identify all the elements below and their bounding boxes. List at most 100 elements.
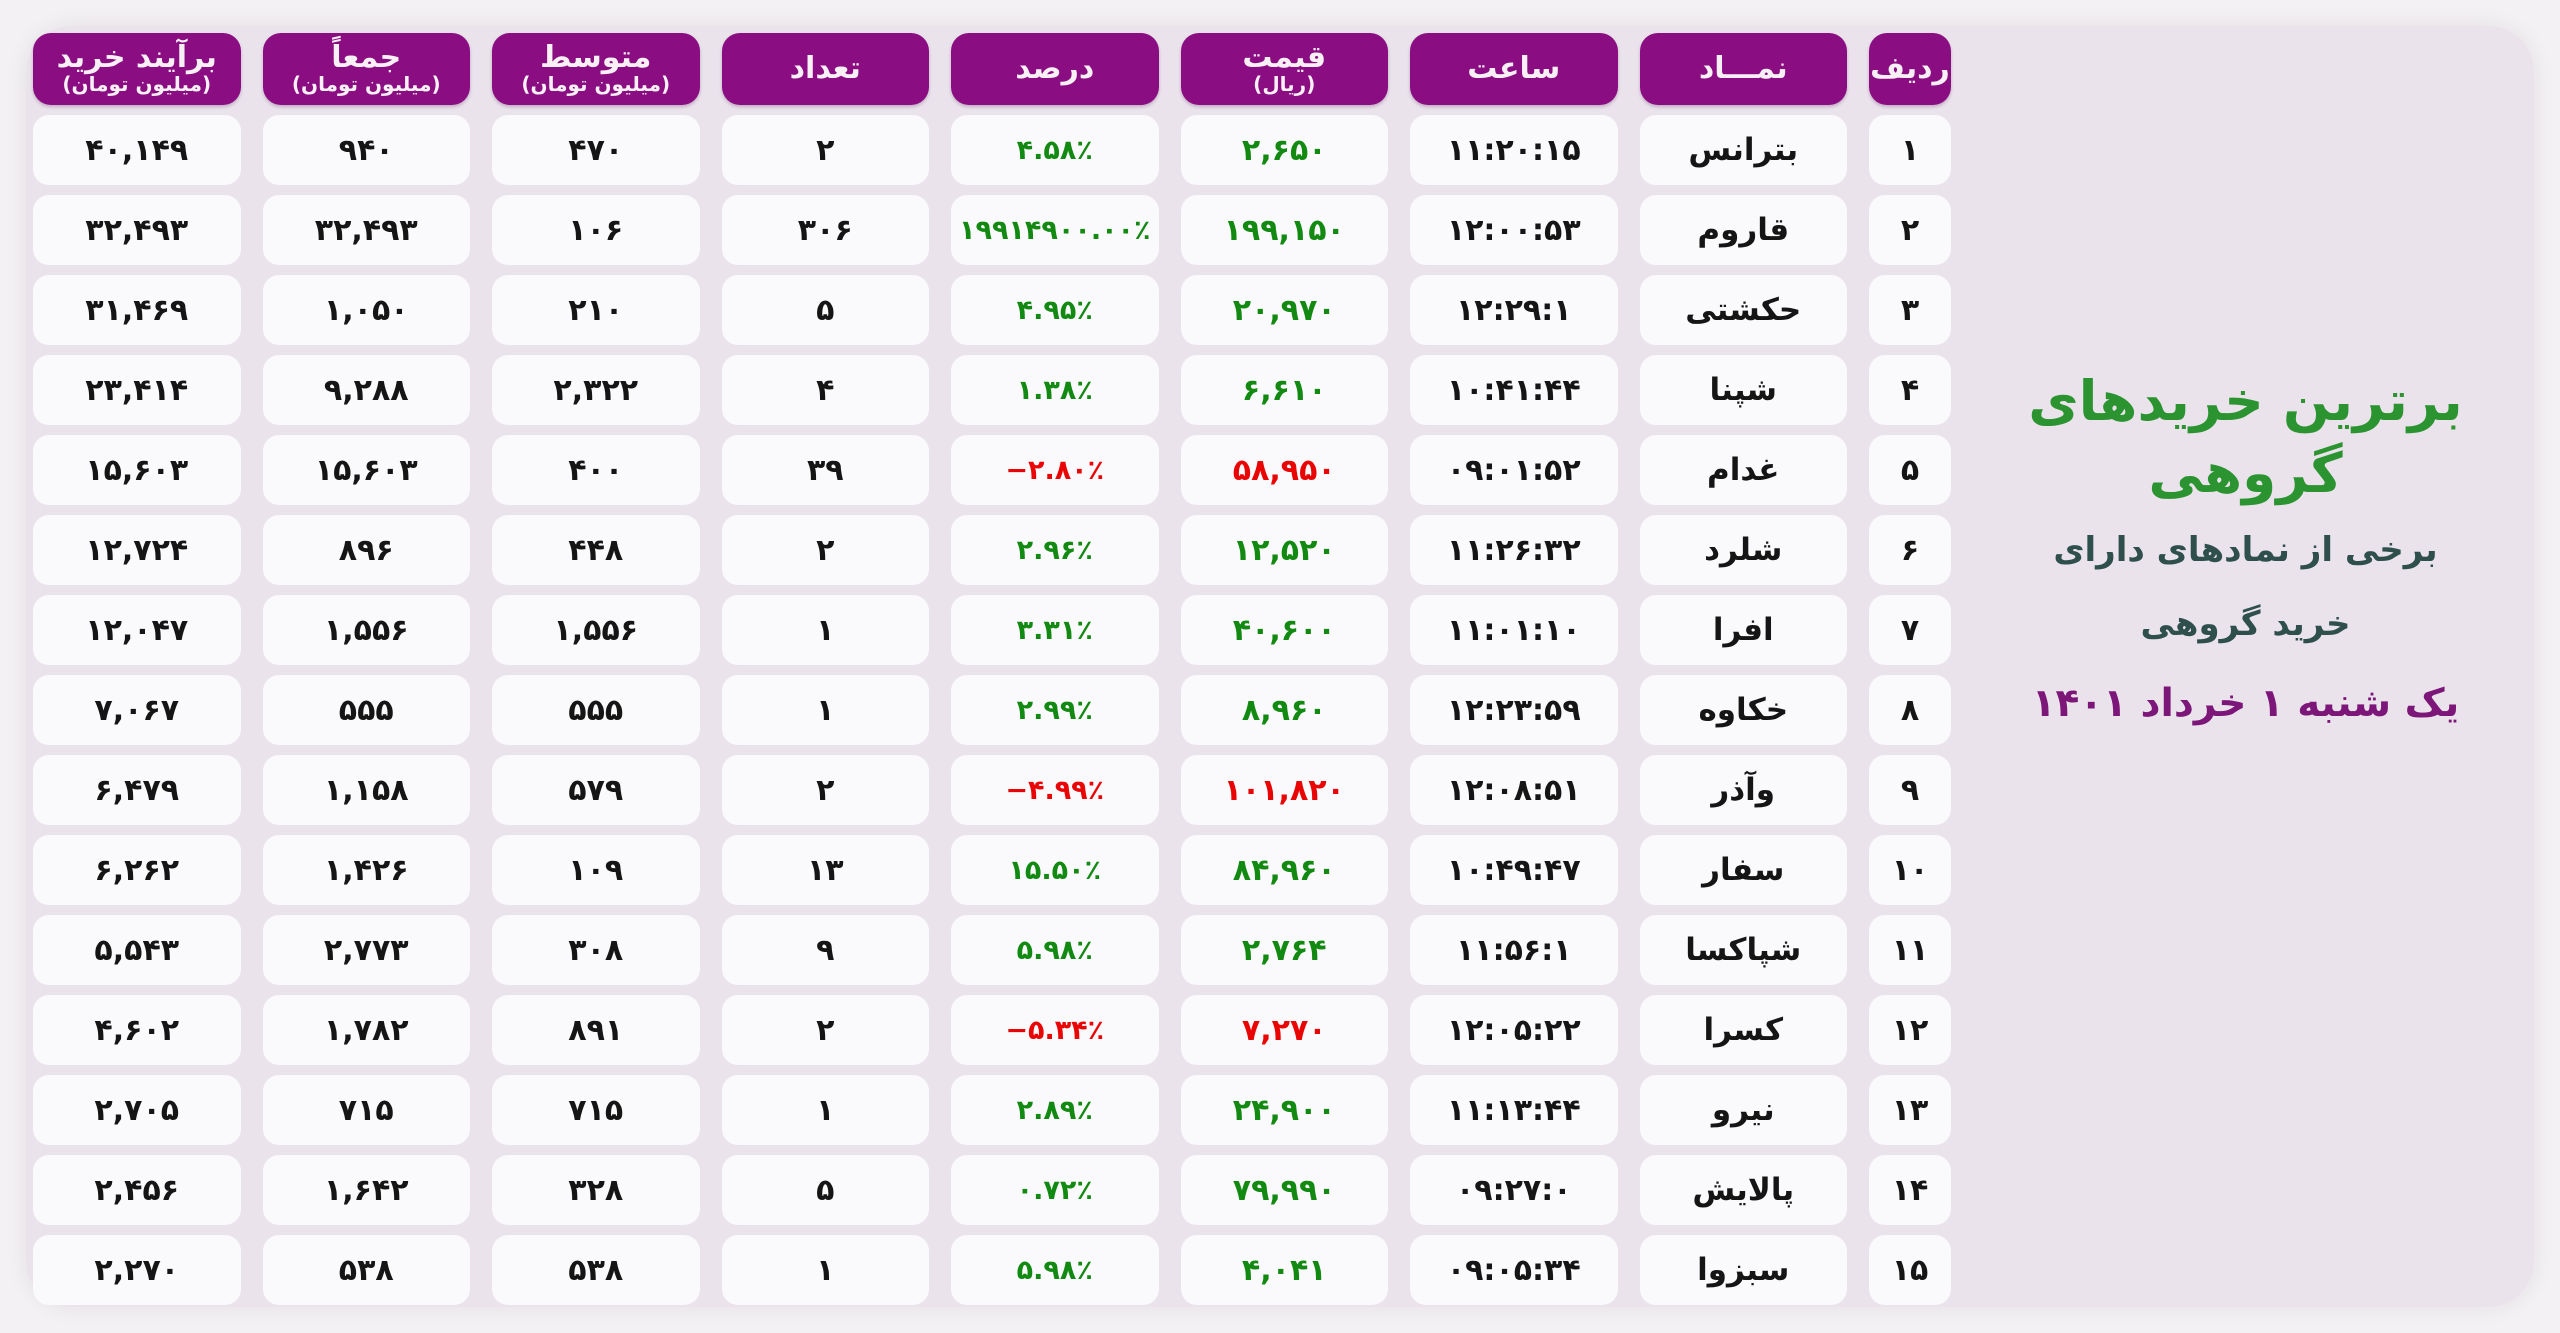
average-cell: ۱,۵۵۶ [492, 595, 700, 665]
symbol-cell: نیرو [1639, 1075, 1847, 1145]
row-index-cell: ۶ [1869, 515, 1951, 585]
net-buy-cell: ۴,۶۰۲ [33, 995, 241, 1065]
time-cell: ۱۰:۴۹:۴۷ [1410, 835, 1618, 905]
count-cell: ۲ [721, 115, 929, 185]
row-index-cell: ۳ [1869, 275, 1951, 345]
average-cell: ۵۷۹ [492, 755, 700, 825]
row-index-cell: ۱۲ [1869, 995, 1951, 1065]
price-cell: ۵۸,۹۵۰ [1180, 435, 1388, 505]
count-cell: ۹ [721, 915, 929, 985]
percent-cell: ۴.۵۸٪ [951, 115, 1159, 185]
time-cell: ۰۹:۰۵:۳۴ [1410, 1235, 1618, 1305]
header-label: نمـــاد [1698, 50, 1788, 86]
symbol-cell: شپنا [1639, 355, 1847, 425]
total-cell: ۱,۶۴۲ [262, 1155, 470, 1225]
total-cell: ۹۴۰ [262, 115, 470, 185]
symbol-cell: شلرد [1639, 515, 1847, 585]
count-cell: ۱ [721, 1075, 929, 1145]
average-cell: ۱۰۹ [492, 835, 700, 905]
row-index-cell: ۵ [1869, 435, 1951, 505]
percent-cell: ۴.۹۵٪ [951, 275, 1159, 345]
average-cell: ۳۲۸ [492, 1155, 700, 1225]
header-average: متوسط (میلیون تومان) [492, 33, 700, 105]
count-cell: ۲ [721, 995, 929, 1065]
average-cell: ۵۳۸ [492, 1235, 700, 1305]
percent-cell: ۱۹۹۱۴۹۰۰.۰۰٪ [951, 195, 1159, 265]
price-cell: ۲۴,۹۰۰ [1180, 1075, 1388, 1145]
average-cell: ۲,۳۲۲ [492, 355, 700, 425]
symbol-cell: قاروم [1639, 195, 1847, 265]
symbol-cell: کسرا [1639, 995, 1847, 1065]
header-net-buy: برآیند خرید (میلیون تومان) [33, 33, 241, 105]
percent-cell: −۲.۸۰٪ [951, 435, 1159, 505]
time-cell: ۱۱:۲۰:۱۵ [1410, 115, 1618, 185]
total-cell: ۵۵۵ [262, 675, 470, 745]
count-cell: ۱ [721, 1235, 929, 1305]
net-buy-cell: ۲۳,۴۱۴ [33, 355, 241, 425]
row-index-cell: ۹ [1869, 755, 1951, 825]
header-time: ساعت [1410, 33, 1618, 105]
row-index-cell: ۱۳ [1869, 1075, 1951, 1145]
buys-table: ردیف نمـــاد ساعت قیمت (ریال) درصد تعداد [33, 33, 1951, 1305]
header-percent: درصد [951, 33, 1159, 105]
header-label: درصد [1015, 50, 1095, 86]
price-cell: ۱۰۱,۸۲۰ [1180, 755, 1388, 825]
page-subtitle-line1: برخی از نمادهای دارای [2053, 530, 2438, 570]
header-sublabel: (ریال) [1253, 72, 1316, 97]
percent-cell: ۵.۹۸٪ [951, 915, 1159, 985]
time-cell: ۱۱:۲۶:۳۲ [1410, 515, 1618, 585]
row-index-cell: ۸ [1869, 675, 1951, 745]
symbol-cell: بترانس [1639, 115, 1847, 185]
count-cell: ۵ [721, 1155, 929, 1225]
percent-cell: ۲.۸۹٪ [951, 1075, 1159, 1145]
count-cell: ۳۹ [721, 435, 929, 505]
symbol-cell: سفار [1639, 835, 1847, 905]
page-title: برترین خریدهای گروهی [2028, 369, 2463, 505]
time-cell: ۱۲:۰۰:۵۳ [1410, 195, 1618, 265]
total-cell: ۵۳۸ [262, 1235, 470, 1305]
time-cell: ۱۲:۰۸:۵۱ [1410, 755, 1618, 825]
row-index-cell: ۱۴ [1869, 1155, 1951, 1225]
time-cell: ۱۱:۵۶:۱ [1410, 915, 1618, 985]
percent-cell: ۰.۷۲٪ [951, 1155, 1159, 1225]
net-buy-cell: ۱۵,۶۰۳ [33, 435, 241, 505]
price-cell: ۱۹۹,۱۵۰ [1180, 195, 1388, 265]
row-index-cell: ۱ [1869, 115, 1951, 185]
header-label: برآیند خرید [56, 40, 217, 75]
time-cell: ۱۲:۰۵:۲۲ [1410, 995, 1618, 1065]
row-index-cell: ۷ [1869, 595, 1951, 665]
percent-cell: −۴.۹۹٪ [951, 755, 1159, 825]
header-label: جمعاً [331, 40, 402, 75]
count-cell: ۳۰۶ [721, 195, 929, 265]
time-cell: ۰۹:۰۱:۵۲ [1410, 435, 1618, 505]
net-buy-cell: ۳۲,۴۹۳ [33, 195, 241, 265]
price-cell: ۸۴,۹۶۰ [1180, 835, 1388, 905]
infographic-panel: ردیف نمـــاد ساعت قیمت (ریال) درصد تعداد [26, 26, 2534, 1307]
price-cell: ۴۰,۶۰۰ [1180, 595, 1388, 665]
header-sublabel: (میلیون تومان) [291, 72, 441, 97]
header-label: ردیف [1870, 50, 1950, 86]
time-cell: ۱۲:۲۹:۱ [1410, 275, 1618, 345]
total-cell: ۱,۰۵۰ [262, 275, 470, 345]
time-cell: ۱۱:۰۱:۱۰ [1410, 595, 1618, 665]
header-row-index: ردیف [1869, 33, 1951, 105]
count-cell: ۵ [721, 275, 929, 345]
percent-cell: ۳.۳۱٪ [951, 595, 1159, 665]
net-buy-cell: ۳۱,۴۶۹ [33, 275, 241, 345]
header-label: متوسط [540, 40, 652, 75]
header-symbol: نمـــاد [1639, 33, 1847, 105]
percent-cell: −۵.۳۴٪ [951, 995, 1159, 1065]
time-cell: ۱۰:۴۱:۴۴ [1410, 355, 1618, 425]
average-cell: ۱۰۶ [492, 195, 700, 265]
total-cell: ۳۲,۴۹۳ [262, 195, 470, 265]
net-buy-cell: ۶,۲۶۲ [33, 835, 241, 905]
total-cell: ۱۵,۶۰۳ [262, 435, 470, 505]
average-cell: ۴۰۰ [492, 435, 700, 505]
average-cell: ۵۵۵ [492, 675, 700, 745]
total-cell: ۱,۵۵۶ [262, 595, 470, 665]
percent-cell: ۲.۹۹٪ [951, 675, 1159, 745]
price-cell: ۸,۹۶۰ [1180, 675, 1388, 745]
count-cell: ۱۳ [721, 835, 929, 905]
total-cell: ۱,۷۸۲ [262, 995, 470, 1065]
table-area: ردیف نمـــاد ساعت قیمت (ریال) درصد تعداد [26, 26, 1951, 1307]
